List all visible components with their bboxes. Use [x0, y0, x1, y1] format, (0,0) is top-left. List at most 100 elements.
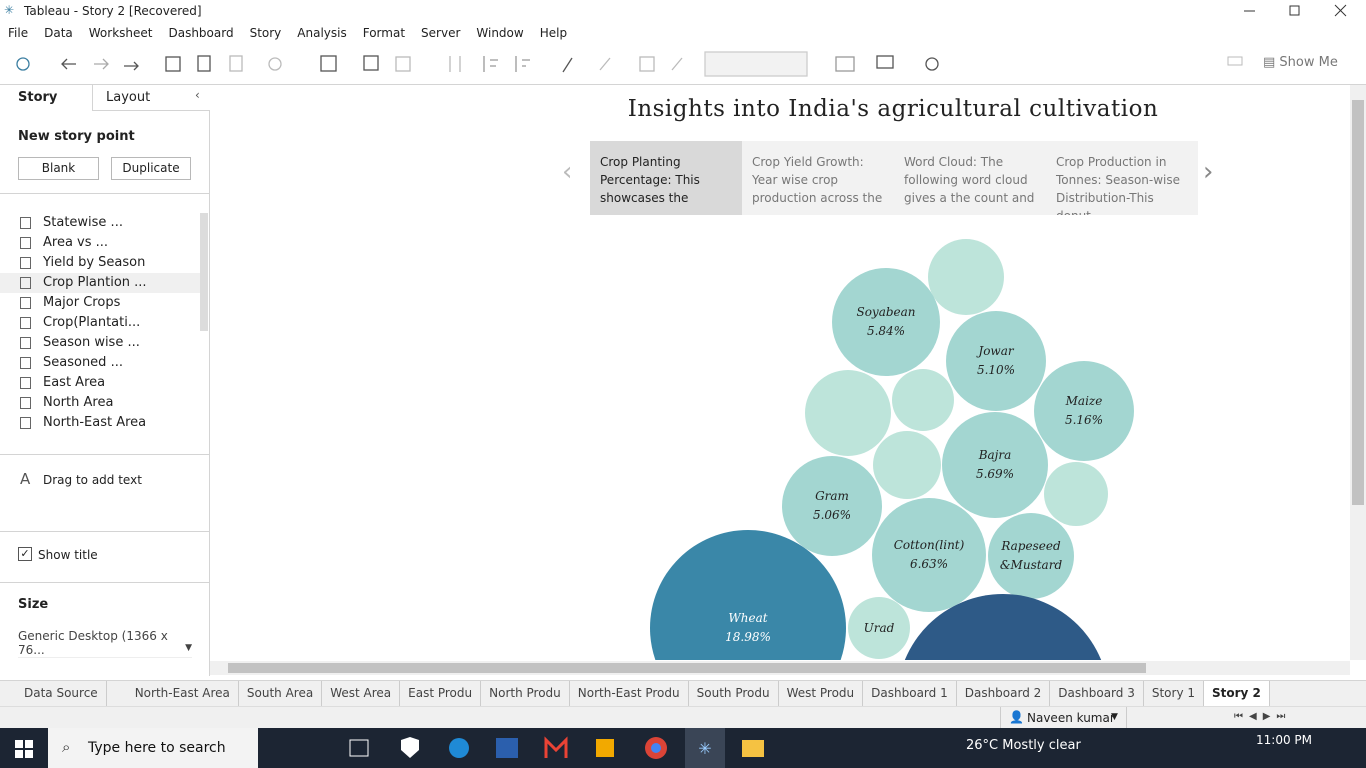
sheet-item[interactable]: Area vs ... — [0, 233, 200, 253]
story-pane: Story Layout ‹ New story point Blank Dup… — [0, 85, 210, 676]
scroll-thumb[interactable] — [228, 663, 1146, 673]
v-scrollbar[interactable] — [1350, 85, 1366, 660]
duplicate-button[interactable]: Duplicate — [111, 157, 191, 180]
sheet-tab[interactable]: North-East Produ — [570, 681, 689, 706]
size-value[interactable]: Generic Desktop (1366 x 76... — [18, 629, 168, 657]
sheet-item[interactable]: Major Crops — [0, 293, 200, 313]
scroll-thumb[interactable] — [1352, 100, 1364, 505]
show-me-label[interactable]: Show Me — [1279, 55, 1338, 70]
show-me-button[interactable]: ▤ Show Me — [1263, 55, 1338, 70]
bubble[interactable]: Urad — [848, 597, 910, 659]
format-icon[interactable] — [1225, 54, 1265, 74]
toolbar-icons[interactable] — [0, 44, 1000, 84]
h-scrollbar[interactable] — [210, 661, 1350, 675]
window-controls[interactable] — [1230, 0, 1366, 22]
menu-item[interactable]: Analysis — [297, 26, 347, 40]
sheet-icon — [20, 237, 31, 249]
sheet-name[interactable]: Season wise ... — [43, 335, 140, 350]
search-placeholder[interactable]: Type here to search — [88, 740, 226, 756]
story-point[interactable]: Crop Yield Growth: Year wise crop produc… — [742, 141, 894, 215]
checkbox[interactable]: ✓ — [18, 547, 32, 561]
sheet-item[interactable]: Season wise ... — [0, 333, 200, 353]
sheet-tab[interactable]: Dashboard 1 — [863, 681, 957, 706]
search-box[interactable]: ⌕ Type here to search — [48, 728, 258, 768]
bubble[interactable]: Cotton(lint) 6.63% — [872, 498, 986, 612]
sheet-item[interactable]: Crop(Plantati... — [0, 313, 200, 333]
user-menu[interactable]: 👤 Naveen kumar ▼ — [1000, 707, 1127, 729]
collapse-icon[interactable]: ‹ — [195, 88, 200, 102]
bubble[interactable] — [1044, 462, 1108, 526]
sheet-tab[interactable]: Story 1 — [1144, 681, 1204, 706]
sheet-name[interactable]: Major Crops — [43, 295, 121, 310]
bubble-value: 5.16% — [1064, 413, 1104, 427]
scrollbar[interactable] — [200, 213, 208, 331]
sheet-name[interactable]: Area vs ... — [43, 235, 109, 250]
size-dropdown[interactable]: Generic Desktop (1366 x 76... ▼ — [18, 629, 192, 658]
sheet-tab[interactable]: Dashboard 2 — [957, 681, 1051, 706]
bubble[interactable]: Jowar 5.10% — [946, 311, 1046, 411]
sheet-name[interactable]: East Area — [43, 375, 106, 390]
sheet-name[interactable]: North-East Area — [43, 415, 147, 430]
blank-button[interactable]: Blank — [18, 157, 99, 180]
nav-controls[interactable]: ⏮◀▶⏭ — [1234, 711, 1292, 722]
sheet-tab[interactable]: North Produ — [481, 681, 570, 706]
sheet-name[interactable]: Seasoned ... — [43, 355, 123, 370]
bubble[interactable] — [892, 369, 954, 431]
sheet-item[interactable]: East Area — [0, 373, 200, 393]
taskbar-apps[interactable]: ✳ — [260, 728, 780, 768]
sheet-tab[interactable]: West Area — [322, 681, 401, 706]
sheet-tab[interactable]: East Produ — [400, 681, 482, 706]
sheet-tab[interactable]: Data Source — [0, 681, 107, 706]
sheet-item[interactable]: North-East Area — [0, 413, 200, 433]
start-button[interactable] — [15, 740, 33, 758]
menu-item[interactable]: Server — [421, 26, 461, 40]
user-name[interactable]: Naveen kumar — [1027, 711, 1115, 725]
sheet-item[interactable]: Yield by Season — [0, 253, 200, 273]
story-point[interactable]: Crop Planting Percentage: This showcases… — [590, 141, 742, 215]
menu-item[interactable]: Dashboard — [168, 26, 234, 40]
menu-item[interactable]: Help — [539, 26, 568, 40]
bubble[interactable]: Gram 5.06% — [782, 456, 882, 556]
story-tab[interactable]: Story — [0, 85, 92, 111]
bubble[interactable]: Soyabean 5.84% — [832, 268, 940, 376]
story-point[interactable]: Crop Production in Tonnes: Season-wise D… — [1046, 141, 1198, 215]
layout-tab[interactable]: Layout ‹ — [92, 85, 210, 111]
menu-item[interactable]: Story — [249, 26, 282, 40]
tab-label[interactable]: Story — [18, 90, 58, 105]
menu-item[interactable]: Data — [44, 26, 73, 40]
sheet-item[interactable]: Statewise ... — [0, 213, 200, 233]
sheet-item[interactable]: Seasoned ... — [0, 353, 200, 373]
drag-text[interactable]: Drag to add text — [43, 473, 142, 487]
sheet-tab[interactable]: North-East Area — [127, 681, 239, 706]
story-canvas: Insights into India's agricultural culti… — [210, 85, 1350, 660]
sheet-name[interactable]: North Area — [43, 395, 114, 410]
bubble[interactable] — [805, 370, 891, 456]
prev-arrow[interactable]: ‹ — [562, 157, 573, 187]
sheet-item[interactable]: North Area — [0, 393, 200, 413]
sheet-tab[interactable]: West Produ — [779, 681, 864, 706]
clock[interactable]: 11:00 PM — [1256, 733, 1312, 747]
bubble[interactable] — [873, 431, 941, 499]
sheet-name[interactable]: Yield by Season — [43, 255, 146, 270]
bubble[interactable]: Rapeseed &Mustard — [988, 513, 1074, 599]
bubble[interactable]: Bajra 5.69% — [942, 412, 1048, 518]
sheet-tab[interactable]: Dashboard 3 — [1050, 681, 1144, 706]
sheet-tab[interactable]: South Produ — [689, 681, 779, 706]
bubble[interactable]: Maize 5.16% — [1034, 361, 1134, 461]
menu-item[interactable]: Format — [362, 26, 406, 40]
menu-item[interactable]: File — [8, 26, 29, 40]
show-title-label[interactable]: Show title — [38, 548, 98, 562]
sheet-name[interactable]: Statewise ... — [43, 215, 123, 230]
menu-item[interactable]: Worksheet — [88, 26, 153, 40]
story-point[interactable]: Word Cloud: The following word cloud giv… — [894, 141, 1046, 215]
bubble[interactable] — [928, 239, 1004, 315]
sheet-item[interactable]: Crop Plantion ... — [0, 273, 200, 293]
weather[interactable]: 26°C Mostly clear — [966, 738, 1081, 753]
sheet-name[interactable]: Crop(Plantati... — [43, 315, 141, 330]
next-arrow[interactable]: › — [1203, 157, 1214, 187]
sheet-tab[interactable]: Story 2 — [1204, 681, 1270, 706]
menu-item[interactable]: Window — [476, 26, 524, 40]
tab-label[interactable]: Layout — [106, 90, 151, 105]
sheet-tab[interactable]: South Area — [239, 681, 323, 706]
sheet-name[interactable]: Crop Plantion ... — [43, 275, 147, 290]
